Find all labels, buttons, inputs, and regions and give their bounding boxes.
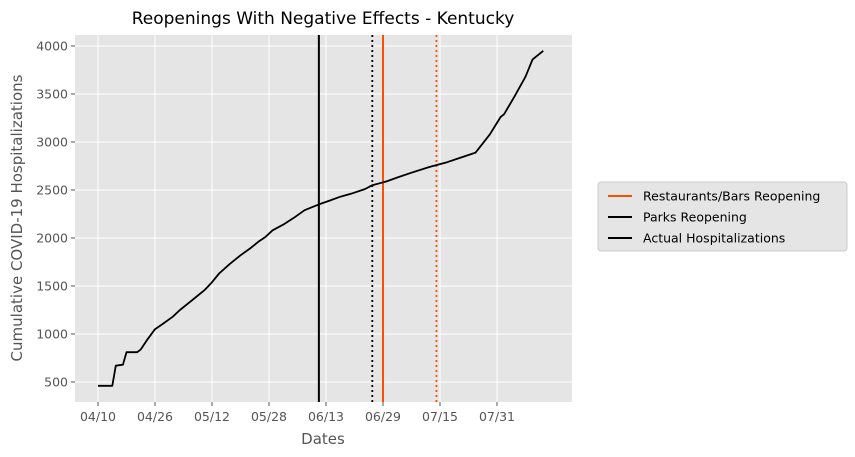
y-tick-label: 2500 <box>36 183 68 198</box>
series-line-actual-hospitalizations <box>98 50 544 387</box>
x-tick-label: 06/29 <box>365 409 401 424</box>
x-tick-label: 06/13 <box>308 409 344 424</box>
grid <box>75 35 572 402</box>
x-tick-label: 07/15 <box>422 409 458 424</box>
x-tick-label: 04/10 <box>80 409 116 424</box>
y-ticks: 500 1000 1500 2000 2500 3000 3500 4000 <box>36 39 75 390</box>
y-axis-label: Cumulative COVID-19 Hospitalizations <box>8 74 26 361</box>
x-axis-label: Dates <box>301 430 345 448</box>
reopening-lines <box>317 35 438 402</box>
x-tick-label: 05/28 <box>251 409 287 424</box>
series-lines <box>98 50 544 387</box>
y-tick-label: 3500 <box>36 87 68 102</box>
legend-box <box>597 181 848 252</box>
y-tick-label: 2000 <box>36 231 68 246</box>
y-tick-label: 500 <box>44 375 68 390</box>
x-tick-label: 07/31 <box>479 409 515 424</box>
y-tick-label: 4000 <box>36 39 68 54</box>
legend: Restaurants/Bars Reopening Parks Reopenin… <box>597 181 848 252</box>
x-tick-label: 04/26 <box>137 409 173 424</box>
legend-entry-label: Parks Reopening <box>643 210 747 225</box>
x-tick-label: 05/12 <box>194 409 230 424</box>
y-tick-label: 3000 <box>36 135 68 150</box>
chart-title: Reopenings With Negative Effects - Kentu… <box>132 9 515 29</box>
legend-entry-label: Restaurants/Bars Reopening <box>643 189 820 204</box>
legend-entry-label: Actual Hospitalizations <box>643 231 785 246</box>
y-tick-label: 1500 <box>36 279 68 294</box>
plot-area <box>75 35 572 402</box>
y-tick-label: 1000 <box>36 327 68 342</box>
x-ticks: 04/10 04/26 05/12 05/28 06/13 06/29 07/15 07/31 <box>80 402 515 424</box>
